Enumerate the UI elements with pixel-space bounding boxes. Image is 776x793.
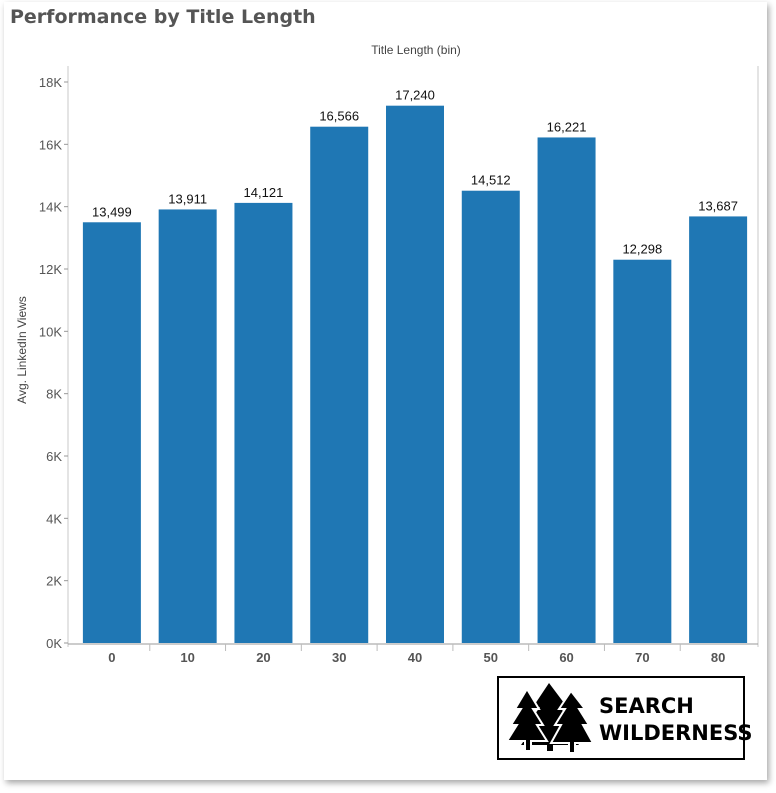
y-tick-label: 14K (39, 200, 62, 215)
y-tick-label: 6K (46, 449, 62, 464)
bar (613, 259, 672, 643)
bar-value-label: 16,221 (547, 119, 587, 134)
x-tick-label: 30 (332, 650, 346, 665)
bar-value-label: 17,240 (395, 88, 435, 103)
bars: 13,499 13,911 14,121 16,566 17,240 14,512 16,2… (82, 88, 748, 644)
y-tick-label: 18K (39, 75, 62, 90)
bar (310, 126, 369, 644)
x-tick-label: 50 (484, 650, 498, 665)
bar-value-label: 14,512 (471, 173, 511, 188)
y-tick-label: 2K (46, 574, 62, 589)
logo-line-1: SEARCH (599, 694, 694, 718)
y-tick-label: 12K (39, 262, 62, 277)
bar-value-label: 12,298 (622, 242, 662, 257)
x-tick-label: 40 (408, 650, 422, 665)
bar-value-label: 13,499 (92, 204, 132, 219)
x-tick-label: 20 (256, 650, 270, 665)
bar (386, 105, 444, 644)
bar-value-label: 14,121 (244, 185, 284, 200)
x-tick-label: 70 (635, 650, 649, 665)
logo-line-2: WILDERNESS (599, 721, 753, 745)
search-wilderness-logo: SEARCH WILDERNESS (497, 676, 753, 760)
bar (689, 216, 748, 644)
x-tick-label: 0 (108, 650, 115, 665)
x-axis-label: Title Length (bin) (371, 43, 461, 57)
y-tick-label: 10K (39, 324, 62, 339)
y-axis-label: Avg. LinkedIn Views (15, 296, 29, 404)
bar-value-label: 13,911 (168, 191, 207, 206)
x-axis: 0 10 20 30 40 50 60 70 80 (68, 643, 758, 665)
bar (537, 137, 596, 643)
bar (461, 190, 520, 643)
x-tick-label: 60 (559, 650, 573, 665)
y-tick-label: 16K (39, 137, 62, 152)
y-axis: 0K 2K 4K 6K 8K 10K 12K 14K 16K 18K (39, 66, 759, 651)
y-tick-label: 8K (46, 387, 62, 402)
bar (82, 222, 141, 643)
bar-value-label: 13,687 (698, 198, 738, 213)
bar-value-label: 16,566 (319, 109, 359, 124)
y-tick-label: 4K (46, 511, 62, 526)
chart-title: Performance by Title Length (10, 6, 316, 28)
x-tick-label: 80 (711, 650, 725, 665)
bar (234, 202, 293, 643)
pine-trees-icon (505, 683, 595, 754)
x-tick-label: 10 (180, 650, 194, 665)
bar (158, 209, 217, 644)
y-tick-label: 0K (46, 636, 62, 651)
